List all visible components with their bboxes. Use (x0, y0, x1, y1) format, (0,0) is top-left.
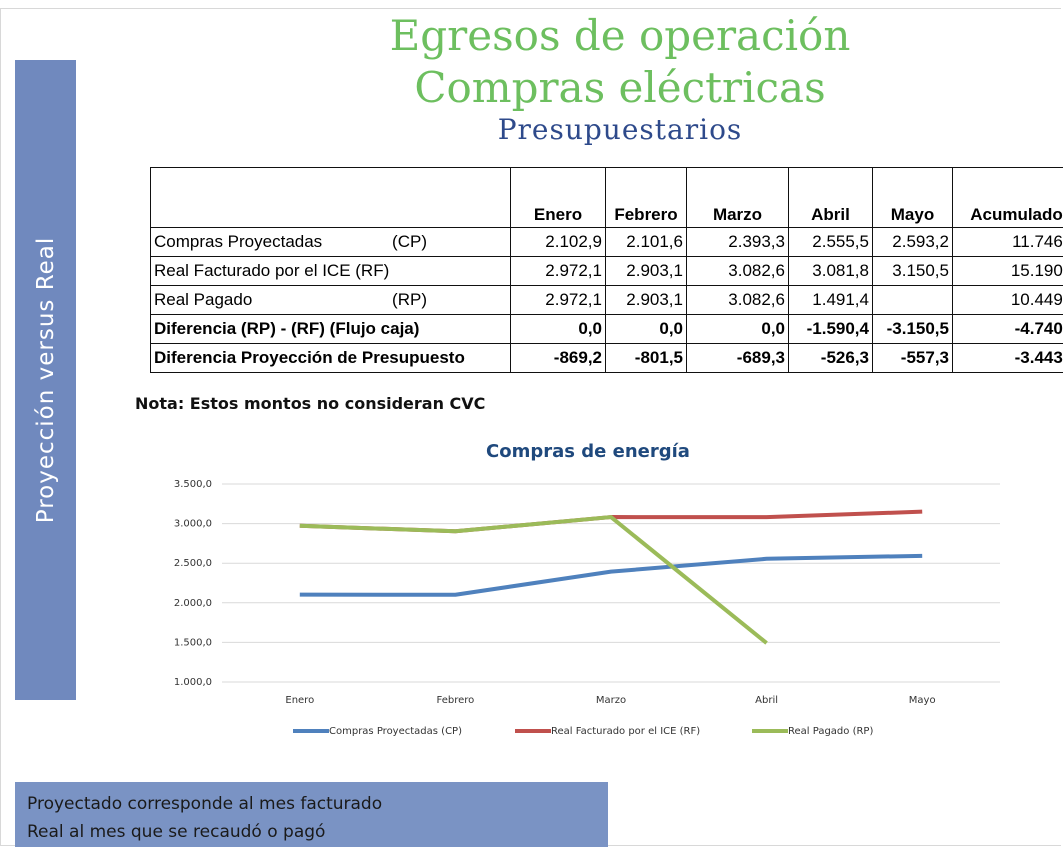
y-tick-label: 3.500,0 (174, 479, 212, 490)
header-cell: Abril (788, 167, 873, 228)
row-label: Real Facturado por el ICE (RF) (150, 256, 511, 286)
side-panel: Proyección versus Real (15, 60, 76, 700)
title: Compras eléctricas (414, 63, 826, 112)
title: Egresos de operación (389, 11, 851, 60)
x-tick-label: Mayo (909, 695, 936, 706)
row-label-text: Diferencia (RP) - (RF) (Flujo caja) (154, 319, 420, 338)
cell: 2.972,1 (510, 285, 606, 315)
series-line (299, 515, 768, 645)
cell: 0,0 (686, 314, 789, 344)
cell: 2.555,5 (788, 227, 873, 257)
row-label-text: Real Pagado (154, 290, 253, 309)
table-row: Diferencia Proyección de Presupuesto -869… (150, 343, 1063, 373)
table: Enero Febrero Marzo Abril Mayo Acumulado Comp… (150, 167, 1063, 373)
x-tick-label: Marzo (596, 695, 626, 706)
row-label-text: Real Facturado por el ICE (RF) (154, 261, 390, 280)
row-label: Diferencia Proyección de Presupuesto (150, 343, 511, 373)
y-tick-label: 1.500,0 (174, 637, 212, 648)
row-label: Compras Proyectadas (CP) (150, 227, 511, 257)
cell: -801,5 (605, 343, 687, 373)
table-row: Real Pagado (RP) 2.972,1 2.903,1 3.082,6 1.49… (150, 285, 1063, 315)
table-body: Compras Proyectadas (CP) 2.102,9 2.101,6 2.3… (150, 227, 1063, 373)
footer-box: Proyectado corresponde al mes facturado … (15, 782, 608, 847)
cell: 2.593,2 (872, 227, 953, 257)
legend-label: Real Facturado por el ICE (RF) (551, 726, 700, 737)
footer-line: Real al mes que se recaudó o pagó (27, 822, 326, 842)
row-code: (RP) (392, 290, 427, 309)
subtitle: Presupuestarios (497, 113, 743, 146)
y-tick-label: 2.000,0 (174, 598, 212, 609)
row-label-text: Diferencia Proyección de Presupuesto (154, 348, 465, 367)
cell: 10.449,2 (952, 285, 1063, 315)
cell: 2.102,9 (510, 227, 606, 257)
row-label-text: Compras Proyectadas (154, 232, 323, 251)
x-tick-label: Abril (755, 695, 778, 706)
footer-line: Proyectado corresponde al mes facturado (27, 794, 383, 814)
cell: 2.393,3 (686, 227, 789, 257)
cell: 2.101,6 (605, 227, 687, 257)
chart-title: Compras de energía (486, 441, 690, 462)
cell: 3.082,6 (686, 285, 789, 315)
row-code: (CP) (392, 232, 427, 251)
cell: -4.740,9 (952, 314, 1063, 344)
y-tick-label: 2.500,0 (174, 558, 212, 569)
header-cell: Enero (510, 167, 606, 228)
legend-label: Compras Proyectadas (CP) (329, 726, 462, 737)
note: Nota: Estos montos no consideran CVC (135, 394, 486, 413)
y-tick-label: 3.000,0 (174, 519, 212, 530)
series-line (299, 553, 923, 597)
header-cell: Acumulado (952, 167, 1063, 228)
x-tick-label: Febrero (437, 695, 475, 706)
header-cell: Mayo (872, 167, 953, 228)
cell: 11.746,5 (952, 227, 1063, 257)
cell: -3.443,6 (952, 343, 1063, 373)
row-label: Real Pagado (RP) (150, 285, 511, 315)
row-label: Diferencia (RP) - (RF) (Flujo caja) (150, 314, 511, 344)
cell: 3.082,6 (686, 256, 789, 286)
cell: 2.903,1 (605, 256, 687, 286)
legend-label: Real Pagado (RP) (788, 726, 873, 737)
header-cell: Febrero (605, 167, 687, 228)
y-tick-label: 1.000,0 (174, 677, 212, 688)
table-wrap: Enero Febrero Marzo Abril Mayo Acumulado Comp… (150, 167, 1063, 383)
cell: 3.150,5 (872, 256, 953, 286)
cell: -3.150,5 (872, 314, 953, 344)
cell: -869,2 (510, 343, 606, 373)
cell: -557,3 (872, 343, 953, 373)
x-tick-label: Enero (285, 695, 314, 706)
cell: -689,3 (686, 343, 789, 373)
table-row: Diferencia (RP) - (RF) (Flujo caja) 0,0 0,… (150, 314, 1063, 344)
table-row: Compras Proyectadas (CP) 2.102,9 2.101,6 2.3… (150, 227, 1063, 257)
